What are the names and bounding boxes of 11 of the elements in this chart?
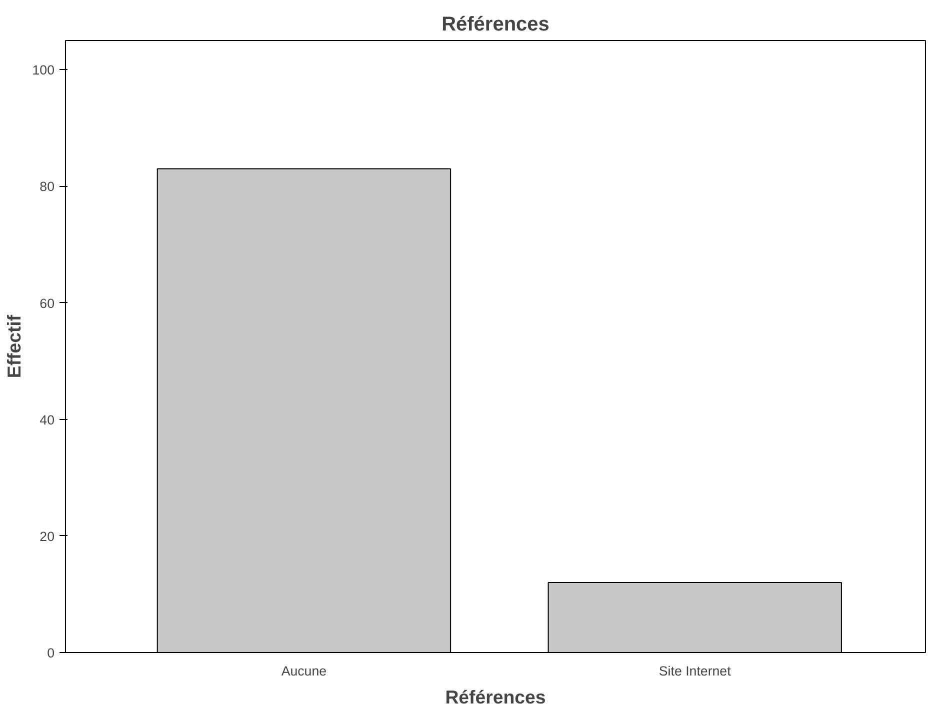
- y-tick-label: 80: [40, 179, 55, 194]
- x-axis-title: Références: [445, 686, 546, 708]
- y-tick-label: 40: [40, 412, 55, 428]
- chart-title: Références: [442, 14, 550, 36]
- y-axis-title: Effectif: [3, 314, 24, 378]
- y-tick-label: 0: [47, 646, 55, 660]
- y-tick-label: 60: [40, 296, 55, 311]
- y-tick-label: 20: [40, 528, 55, 544]
- x-tick-label: Site Internet: [658, 664, 732, 678]
- y-tick-label: 100: [32, 62, 55, 78]
- x-tick-label: Aucune: [281, 664, 327, 678]
